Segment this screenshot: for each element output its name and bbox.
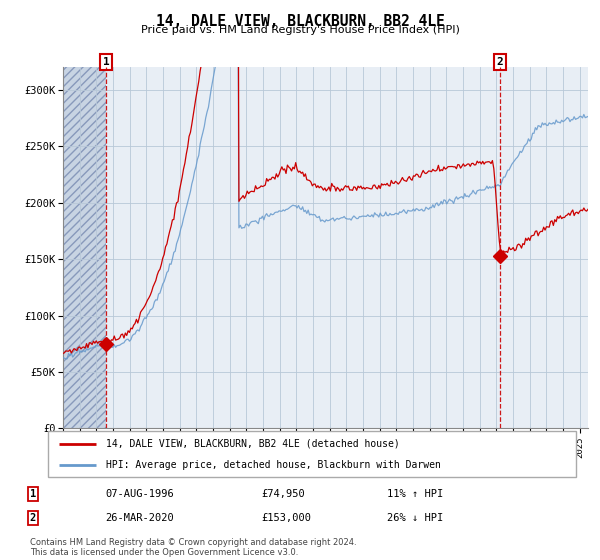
Text: Contains HM Land Registry data © Crown copyright and database right 2024.
This d: Contains HM Land Registry data © Crown c… bbox=[30, 538, 356, 557]
Text: 26-MAR-2020: 26-MAR-2020 bbox=[105, 513, 174, 523]
Text: 14, DALE VIEW, BLACKBURN, BB2 4LE (detached house): 14, DALE VIEW, BLACKBURN, BB2 4LE (detac… bbox=[106, 438, 400, 449]
Text: 1: 1 bbox=[103, 57, 110, 67]
Text: Price paid vs. HM Land Registry's House Price Index (HPI): Price paid vs. HM Land Registry's House … bbox=[140, 25, 460, 35]
Text: 26% ↓ HPI: 26% ↓ HPI bbox=[387, 513, 443, 523]
Bar bbox=[63, 67, 106, 428]
Text: £153,000: £153,000 bbox=[261, 513, 311, 523]
Text: 14, DALE VIEW, BLACKBURN, BB2 4LE: 14, DALE VIEW, BLACKBURN, BB2 4LE bbox=[155, 14, 445, 29]
Text: 2: 2 bbox=[497, 57, 503, 67]
FancyBboxPatch shape bbox=[48, 431, 576, 477]
Text: £74,950: £74,950 bbox=[261, 489, 305, 499]
Text: 11% ↑ HPI: 11% ↑ HPI bbox=[387, 489, 443, 499]
Text: HPI: Average price, detached house, Blackburn with Darwen: HPI: Average price, detached house, Blac… bbox=[106, 460, 441, 470]
Text: 2: 2 bbox=[30, 513, 36, 523]
Text: 1: 1 bbox=[30, 489, 36, 499]
Text: 07-AUG-1996: 07-AUG-1996 bbox=[105, 489, 174, 499]
